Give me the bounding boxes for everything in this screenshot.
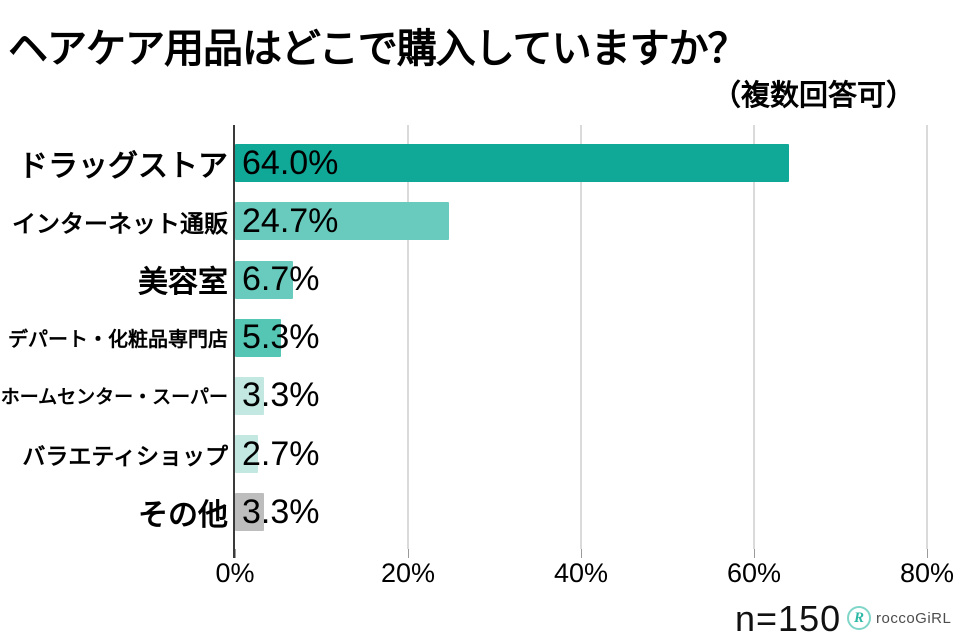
bar	[235, 435, 259, 474]
chart-subtitle: （複数回答可）	[711, 80, 915, 112]
bar	[235, 144, 789, 183]
x-axis-tick-label: 40%	[553, 558, 609, 588]
category-label: その他	[138, 499, 228, 533]
bar	[235, 493, 264, 532]
value-label: 64.0%	[242, 143, 339, 182]
x-axis-tick	[234, 549, 236, 558]
value-label: 24.7%	[242, 201, 339, 240]
brand-logo: R roccoGiRL	[847, 606, 951, 630]
value-label: 3.3%	[242, 492, 320, 531]
gridline	[580, 125, 582, 549]
category-label: バラエティショップ	[22, 443, 228, 470]
value-label: 6.7%	[242, 259, 320, 298]
sample-size-label: n=150	[735, 598, 842, 639]
gridline	[753, 125, 755, 549]
bar	[235, 376, 264, 415]
x-axis-tick	[753, 549, 755, 558]
category-label: ホームセンター・スーパー	[0, 387, 228, 409]
value-label: 5.3%	[242, 318, 320, 357]
x-axis-tick	[926, 549, 928, 558]
bar	[235, 260, 293, 299]
category-label: ドラッグストア	[18, 150, 228, 184]
value-label: 3.3%	[242, 376, 320, 415]
x-axis-tick	[407, 549, 409, 558]
brand-logo-text: roccoGiRL	[876, 609, 952, 627]
x-axis-tick-label: 60%	[726, 558, 782, 588]
x-axis-tick-label: 0%	[215, 558, 255, 588]
gridline	[926, 125, 928, 549]
category-label: 美容室	[138, 266, 228, 300]
brand-r-glyph: R	[853, 609, 864, 626]
x-axis-tick	[580, 549, 582, 558]
chart-title: ヘアケア用品はどこで購入していますか？	[8, 27, 748, 71]
brand-logo-icon: R	[847, 606, 871, 630]
x-axis-tick-label: 20%	[380, 558, 436, 588]
category-label: デパート・化粧品専門店	[8, 329, 228, 352]
y-axis-line	[233, 125, 235, 558]
gridline	[407, 125, 409, 549]
value-label: 2.7%	[242, 434, 320, 473]
x-axis-tick-label: 80%	[899, 558, 955, 588]
bar	[235, 318, 281, 357]
bar	[235, 202, 449, 241]
category-label: インターネット通販	[12, 210, 228, 238]
